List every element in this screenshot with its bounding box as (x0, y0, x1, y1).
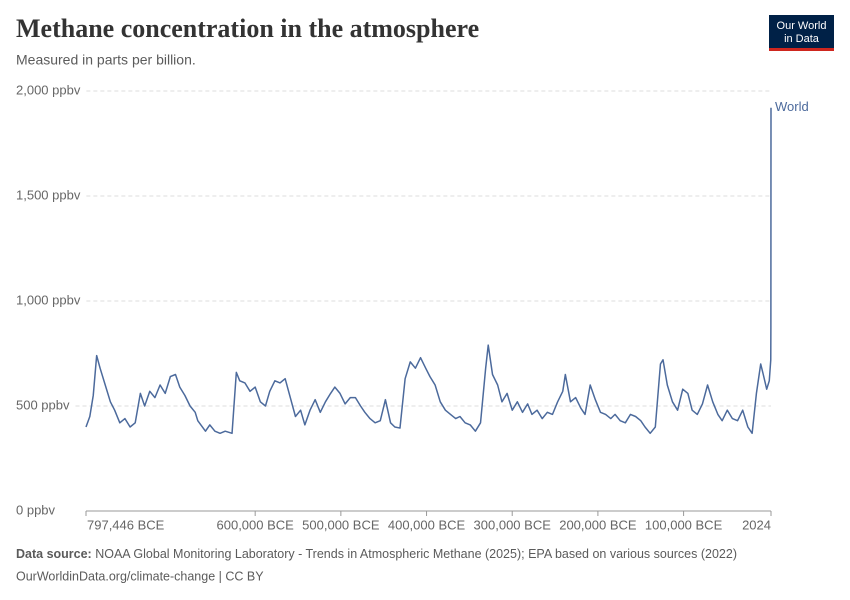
source-label: Data source: (16, 547, 92, 561)
footer-source: Data source: NOAA Global Monitoring Labo… (16, 547, 737, 561)
y-tick-label: 500 ppbv (16, 397, 70, 412)
logo-text: in Data (784, 33, 820, 45)
line (85, 107, 772, 435)
chart-subtitle: Measured in parts per billion. (16, 52, 196, 68)
logo-box[interactable] (769, 15, 834, 49)
y-tick-label: 2,000 ppbv (16, 82, 81, 97)
y-tick-label: 1,000 ppbv (16, 292, 81, 307)
x-tick-label: 400,000 BCE (388, 517, 466, 532)
x-tick-label: 600,000 BCE (217, 517, 295, 532)
chart-title: Methane concentration in the atmosphere (16, 14, 479, 43)
x-tick-label: 300,000 BCE (474, 517, 552, 532)
logo[interactable]: Our World in Data (769, 15, 834, 51)
x-tick-label: 2024 (742, 517, 771, 532)
y-tick-label: 0 ppbv (16, 502, 56, 517)
x-tick-label: 797,446 BCE (87, 517, 165, 532)
x-tick-label: 500,000 BCE (302, 517, 380, 532)
source-text: NOAA Global Monitoring Laboratory - Tren… (95, 547, 737, 561)
x-tick-label: 100,000 BCE (645, 517, 723, 532)
logo-stripe (769, 48, 834, 51)
footer-note[interactable]: OurWorldinData.org/climate-change | CC B… (16, 569, 264, 583)
series-label: World (775, 99, 809, 114)
logo-text: Our World (777, 20, 827, 32)
y-tick-label: 1,500 ppbv (16, 187, 81, 202)
x-tick-label: 200,000 BCE (559, 517, 637, 532)
